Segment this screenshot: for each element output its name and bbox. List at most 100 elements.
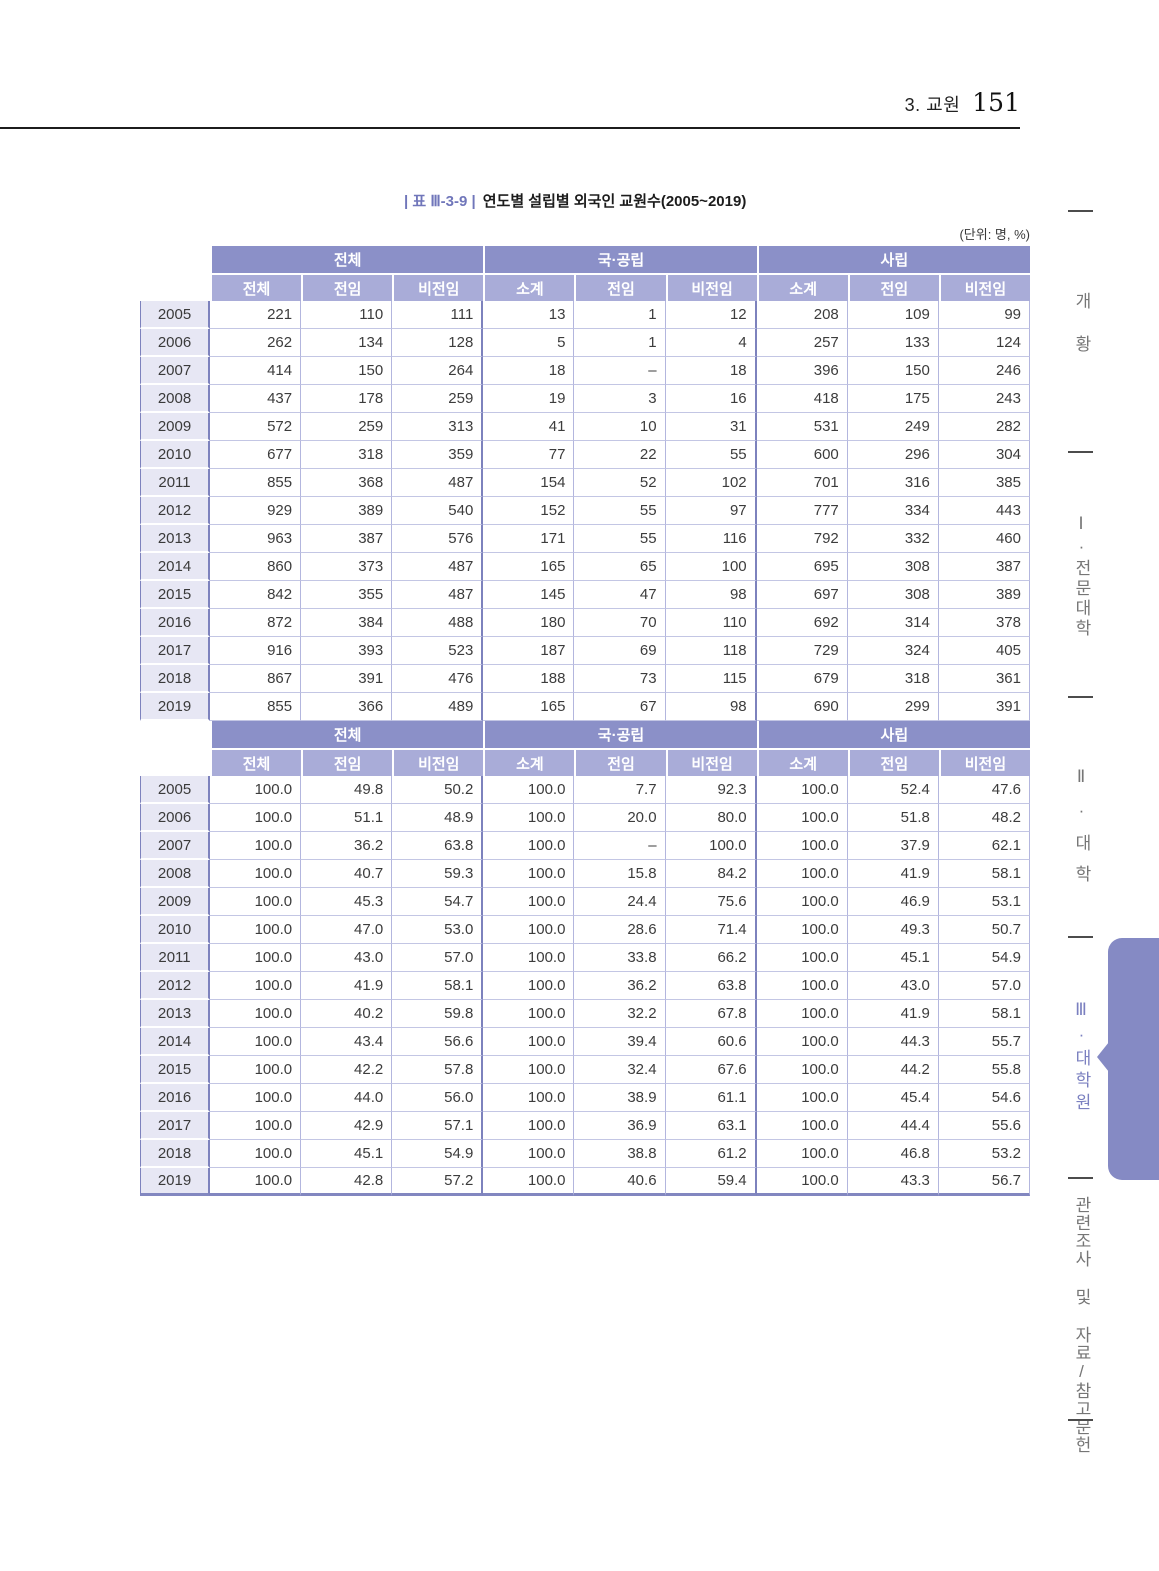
value-cell: 100.0 xyxy=(210,888,302,916)
sub-header-cell: 소계 xyxy=(483,750,575,776)
year-cell: 2013 xyxy=(140,1000,210,1028)
table-row: 2005 221 110 111 13 1 12 208 109 99 xyxy=(140,301,1030,329)
value-cell: 100.0 xyxy=(210,1084,302,1112)
value-cell: 124 xyxy=(938,329,1030,357)
value-cell: 43.0 xyxy=(847,972,939,1000)
table-row: 2010 100.0 47.0 53.0 100.0 28.6 71.4 100.0 49.3 5… xyxy=(140,916,1030,944)
sub-header-cell: 소계 xyxy=(483,275,575,301)
value-cell: 43.3 xyxy=(847,1168,939,1196)
value-cell: 100.0 xyxy=(483,860,575,888)
value-cell: 100.0 xyxy=(483,776,575,804)
value-cell: 102 xyxy=(665,469,757,497)
value-cell: 31 xyxy=(665,413,757,441)
counts-table: 전체 국·공립 사립 전체 전임 비전임 소계 전임 비전임 소계 전임 비전임 2005 221 110 1… xyxy=(140,246,1030,721)
sub-header-cell: 전임 xyxy=(301,275,393,301)
year-cell: 2008 xyxy=(140,385,210,413)
value-cell: 187 xyxy=(483,637,575,665)
value-cell: 54.9 xyxy=(392,1140,484,1168)
value-cell: 133 xyxy=(847,329,939,357)
value-cell: 15.8 xyxy=(574,860,666,888)
group-header-cell: 국·공립 xyxy=(483,721,757,750)
value-cell: 324 xyxy=(847,637,939,665)
group-header-cell: 전체 xyxy=(210,721,484,750)
value-cell: 391 xyxy=(938,693,1030,721)
table-row: 2008 100.0 40.7 59.3 100.0 15.8 84.2 100.0 41.9 5… xyxy=(140,860,1030,888)
value-cell: 489 xyxy=(392,693,484,721)
value-cell: 100.0 xyxy=(756,916,848,944)
year-cell: 2010 xyxy=(140,441,210,469)
value-cell: 100.0 xyxy=(210,972,302,1000)
sub-header-cell: 전임 xyxy=(847,750,939,776)
table-row: 2005 100.0 49.8 50.2 100.0 7.7 92.3 100.0 52.4 47… xyxy=(140,776,1030,804)
value-cell: 59.8 xyxy=(392,1000,484,1028)
value-cell: 1 xyxy=(574,301,666,329)
value-cell: 414 xyxy=(210,357,302,385)
value-cell: 19 xyxy=(483,385,575,413)
value-cell: 67 xyxy=(574,693,666,721)
value-cell: 171 xyxy=(483,525,575,553)
sidebar-rule xyxy=(1068,1419,1093,1421)
value-cell: 55 xyxy=(574,497,666,525)
value-cell: 48.2 xyxy=(938,804,1030,832)
value-cell: 100.0 xyxy=(756,1084,848,1112)
value-cell: 100.0 xyxy=(483,888,575,916)
value-cell: 1 xyxy=(574,329,666,357)
sidebar-rule xyxy=(1068,936,1093,938)
value-cell: 47.6 xyxy=(938,776,1030,804)
group-header-cell: 전체 xyxy=(210,246,484,275)
value-cell: 44.2 xyxy=(847,1056,939,1084)
year-cell: 2005 xyxy=(140,301,210,329)
value-cell: 110 xyxy=(301,301,393,329)
value-cell: – xyxy=(574,832,666,860)
value-cell: 389 xyxy=(938,581,1030,609)
year-cell: 2015 xyxy=(140,581,210,609)
value-cell: 41.9 xyxy=(847,860,939,888)
sidebar-item-university: Ⅱ·대학 xyxy=(1072,767,1091,896)
value-cell: 100.0 xyxy=(483,1140,575,1168)
value-cell: 73 xyxy=(574,665,666,693)
sub-header-cell: 소계 xyxy=(756,275,848,301)
value-cell: 54.6 xyxy=(938,1084,1030,1112)
year-cell: 2011 xyxy=(140,469,210,497)
value-cell: 46.8 xyxy=(847,1140,939,1168)
faculty-tables: 전체 국·공립 사립 전체 전임 비전임 소계 전임 비전임 소계 전임 비전임 2005 221 110 1… xyxy=(140,246,1030,1196)
value-cell: 55.6 xyxy=(938,1112,1030,1140)
value-cell: 697 xyxy=(756,581,848,609)
year-cell: 2009 xyxy=(140,413,210,441)
value-cell: 100.0 xyxy=(210,1140,302,1168)
table-row: 2013 963 387 576 171 55 116 792 332 460 xyxy=(140,525,1030,553)
value-cell: 100.0 xyxy=(483,944,575,972)
value-cell: 318 xyxy=(301,441,393,469)
value-cell: 54.7 xyxy=(392,888,484,916)
table-row: 2019 100.0 42.8 57.2 100.0 40.6 59.4 100.0 43.3 5… xyxy=(140,1168,1030,1196)
year-cell: 2015 xyxy=(140,1056,210,1084)
value-cell: 389 xyxy=(301,497,393,525)
value-cell: 60.6 xyxy=(665,1028,757,1056)
value-cell: 69 xyxy=(574,637,666,665)
value-cell: 332 xyxy=(847,525,939,553)
value-cell: 41 xyxy=(483,413,575,441)
value-cell: 576 xyxy=(392,525,484,553)
value-cell: 259 xyxy=(301,413,393,441)
value-cell: 487 xyxy=(392,553,484,581)
value-cell: 75.6 xyxy=(665,888,757,916)
value-cell: 523 xyxy=(392,637,484,665)
value-cell: 67.6 xyxy=(665,1056,757,1084)
value-cell: 860 xyxy=(210,553,302,581)
value-cell: 50.2 xyxy=(392,776,484,804)
value-cell: 100.0 xyxy=(756,888,848,916)
value-cell: 677 xyxy=(210,441,302,469)
table-row: 2007 100.0 36.2 63.8 100.0–100.0 100.0 37.9 62.… xyxy=(140,832,1030,860)
value-cell: 98 xyxy=(665,693,757,721)
value-cell: 154 xyxy=(483,469,575,497)
sidebar-item-graduate-school: Ⅲ·대학원 xyxy=(1072,1000,1091,1115)
value-cell: 701 xyxy=(756,469,848,497)
table-row: 2017 916 393 523 187 69 118 729 324 405 xyxy=(140,637,1030,665)
value-cell: 71.4 xyxy=(665,916,757,944)
value-cell: 18 xyxy=(665,357,757,385)
year-cell: 2007 xyxy=(140,357,210,385)
sub-header-cell: 전임 xyxy=(574,750,666,776)
value-cell: 296 xyxy=(847,441,939,469)
value-cell: 391 xyxy=(301,665,393,693)
